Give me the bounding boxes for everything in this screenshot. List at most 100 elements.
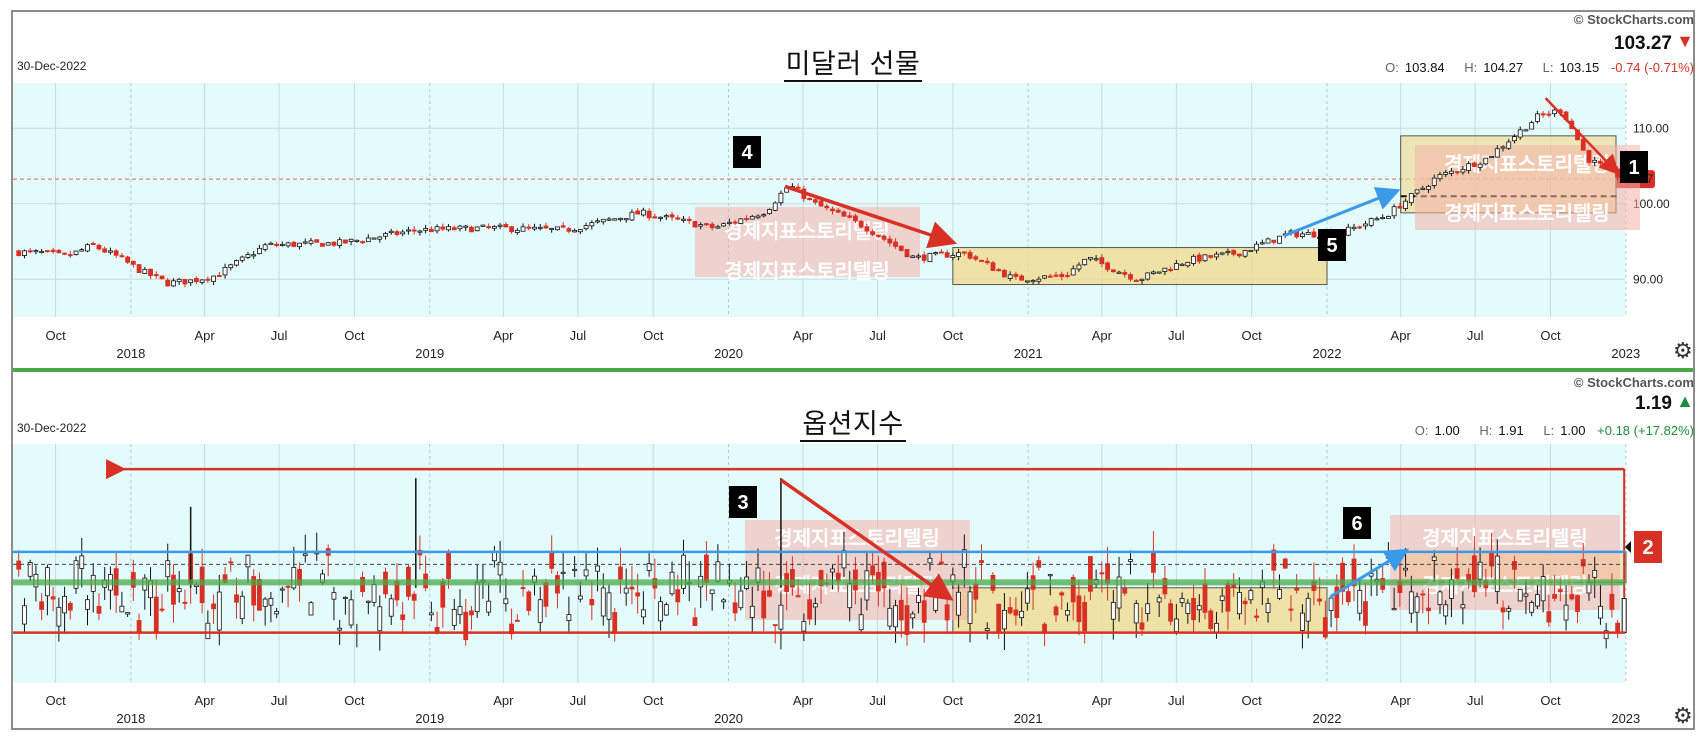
panel2-date: 30-Dec-2022: [17, 421, 87, 435]
panel1-candle: [193, 278, 199, 283]
panel1-candle: [938, 251, 944, 254]
panel2-month-label: Oct: [45, 693, 66, 708]
panel2-year-label: 2018: [116, 711, 145, 726]
panel1-candle: [1580, 138, 1586, 151]
panel2-candle: [1351, 558, 1357, 587]
panel2-candle: [526, 591, 532, 611]
panel1-candle: [715, 226, 721, 229]
panel1-candle: [1019, 275, 1025, 281]
panel1-candle: [1460, 168, 1466, 173]
panel1-candle: [1099, 257, 1105, 265]
panel2-candle: [1592, 570, 1598, 578]
panel1-settings-gear-icon[interactable]: ⚙: [1673, 338, 1693, 363]
panel2-candle: [979, 560, 984, 564]
panel1-candle: [1007, 274, 1013, 279]
panel2-candle: [1569, 594, 1575, 600]
panel1-candle: [153, 274, 159, 277]
panel2-candle: [549, 552, 555, 569]
panel1-y-tick: 110.00: [1633, 121, 1669, 135]
panel1-candle: [1546, 113, 1552, 116]
panel1-candle: [440, 226, 446, 230]
panel1-month-label: Jul: [271, 328, 288, 343]
panel1-candle: [652, 216, 658, 219]
panel2-year-label: 2021: [1014, 711, 1043, 726]
panel1-candle: [835, 209, 841, 213]
panel1-candle: [509, 226, 514, 233]
panel1-candle: [1202, 254, 1208, 262]
panel1-candle: [1449, 170, 1454, 174]
panel1-candle: [182, 278, 188, 285]
panel1-candle: [1076, 264, 1082, 270]
panel1-candle: [824, 205, 830, 209]
panel1-badge: [733, 136, 761, 168]
panel2-candle: [1317, 598, 1323, 602]
panel1-candle: [1311, 231, 1317, 238]
panel1-candle: [1494, 148, 1500, 158]
panel1-candle: [704, 223, 709, 226]
panel2-candle: [1013, 609, 1019, 616]
panel1-candle: [807, 198, 812, 201]
panel1-candle: [291, 241, 297, 247]
panel2-candle: [973, 583, 979, 600]
panel1-candle: [1552, 109, 1557, 115]
panel1-candle: [1168, 268, 1174, 271]
panel1-candle: [1259, 242, 1265, 245]
panel1-candle: [606, 218, 612, 221]
panel2-arrow-down: [779, 478, 954, 601]
panel2-candle: [572, 568, 578, 571]
panel1-candle: [738, 218, 744, 224]
panel2-candle: [79, 555, 85, 569]
panel1-candle: [85, 244, 90, 252]
panel1-candle: [480, 224, 486, 227]
panel1-candle: [228, 264, 234, 269]
panel2-candle: [216, 591, 222, 631]
panel2-candle: [1128, 559, 1133, 562]
panel1-ohlc: O: 103.84 H: 104.27 L: 103.15 -0.74 (-0.71%…: [1385, 60, 1694, 75]
panel2-candle: [1345, 591, 1351, 603]
panel2-candle: [543, 582, 549, 607]
panel1-candle: [1002, 269, 1007, 278]
panel1-candle: [108, 250, 113, 253]
panel2-ohlc: O: 1.00 H: 1.91 L: 1.00 +0.18 (+17.82%): [1414, 423, 1694, 438]
panel1-candle: [1156, 271, 1162, 274]
panel1-candle: [1598, 160, 1603, 164]
panel1-candle: [1397, 205, 1403, 209]
panel2-candle: [365, 600, 371, 603]
panel1-month-label: Oct: [643, 328, 664, 343]
panel2-candle: [1506, 608, 1512, 612]
panel1-candle: [514, 230, 520, 233]
panel2-candle: [411, 593, 417, 601]
panel2-candle: [916, 595, 921, 603]
panel2-candle: [440, 581, 446, 608]
panel1-candle: [646, 210, 652, 219]
panel1-candle: [1603, 163, 1609, 167]
panel2-candle: [1277, 589, 1282, 599]
triangle-up-icon: ▲: [1676, 391, 1694, 411]
panel1-candle: [1368, 218, 1374, 226]
panel2-candle: [1512, 561, 1517, 570]
panel1-month-label: Jul: [570, 328, 587, 343]
panel2-candle: [1139, 622, 1145, 630]
panel1-candle: [1047, 275, 1053, 278]
panel2-candle: [956, 591, 961, 616]
panel2-candle: [577, 595, 583, 600]
panel1-candle: [457, 225, 463, 230]
panel2-candle: [1288, 608, 1294, 611]
panel2-candle: [50, 596, 56, 600]
panel2-candle: [807, 599, 812, 620]
panel1-candle: [1305, 232, 1311, 235]
panel2-change: +0.18 (+17.82%): [1597, 423, 1694, 438]
panel1-watermark: 경제지표스토리텔링: [1444, 202, 1610, 225]
panel2-candle: [721, 599, 727, 603]
panel2-candle: [1575, 595, 1580, 612]
panel2-settings-gear-icon[interactable]: ⚙: [1673, 703, 1693, 728]
panel1-candle: [1053, 274, 1059, 277]
panel2-watermark: 경제지표스토리텔링: [1422, 527, 1588, 550]
panel2-candle: [1471, 555, 1477, 593]
panel1-candle: [853, 215, 858, 222]
panel2-candle: [789, 569, 795, 588]
panel2-candle: [623, 587, 629, 594]
panel1-candle: [1173, 263, 1179, 270]
panel1-candle: [428, 228, 434, 233]
panel1-year-label: 2018: [116, 346, 145, 361]
